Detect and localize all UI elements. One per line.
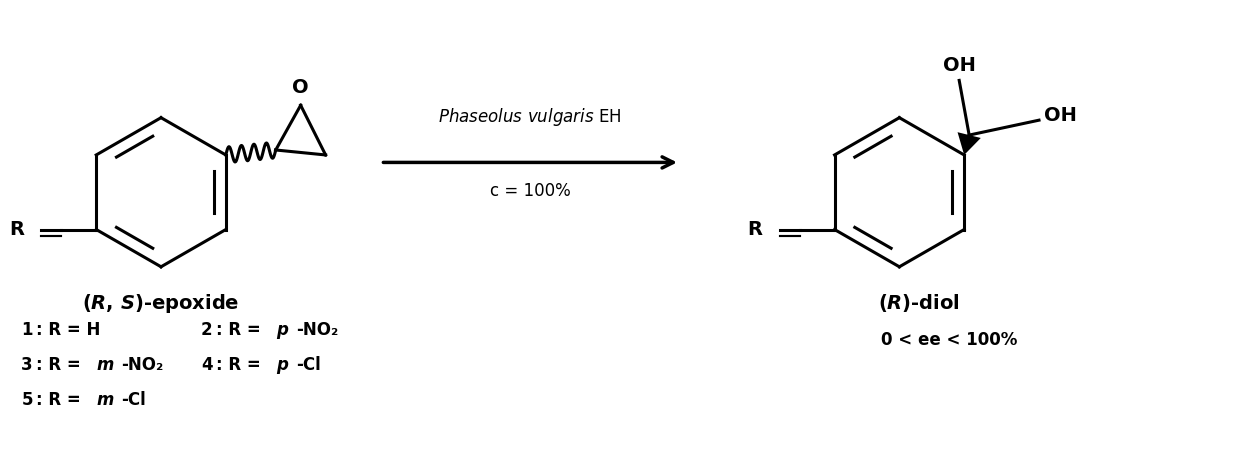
Text: -Cl: -Cl xyxy=(295,356,320,374)
Text: : R = H: : R = H xyxy=(36,322,100,340)
Text: 0 < ee < 100%: 0 < ee < 100% xyxy=(882,331,1018,349)
Text: -NO₂: -NO₂ xyxy=(295,322,339,340)
Text: O: O xyxy=(293,78,309,97)
Text: c = 100%: c = 100% xyxy=(490,182,570,201)
Text: -Cl: -Cl xyxy=(122,391,146,409)
Text: ($\bfit{R}$, $\bfit{S}$)-epoxide: ($\bfit{R}$, $\bfit{S}$)-epoxide xyxy=(82,292,239,315)
Text: 4: 4 xyxy=(201,356,212,374)
Text: : R =: : R = xyxy=(36,391,87,409)
Text: 2: 2 xyxy=(201,322,212,340)
Text: R: R xyxy=(748,220,763,239)
Polygon shape xyxy=(957,132,981,155)
Text: ($\bfit{R}$)-diol: ($\bfit{R}$)-diol xyxy=(878,292,960,314)
Text: : R =: : R = xyxy=(216,356,267,374)
Text: 5: 5 xyxy=(21,391,32,409)
Text: 3: 3 xyxy=(21,356,33,374)
Text: OH: OH xyxy=(1044,106,1076,125)
Text: OH: OH xyxy=(942,56,976,75)
Text: R: R xyxy=(10,220,25,239)
Text: p: p xyxy=(275,322,288,340)
Text: $\it{Phaseolus\ vulgaris}$ EH: $\it{Phaseolus\ vulgaris}$ EH xyxy=(439,106,622,128)
Text: m: m xyxy=(97,391,114,409)
Text: -NO₂: -NO₂ xyxy=(122,356,164,374)
Text: : R =: : R = xyxy=(216,322,267,340)
Text: m: m xyxy=(97,356,114,374)
Text: p: p xyxy=(275,356,288,374)
Text: 1: 1 xyxy=(21,322,32,340)
Text: : R =: : R = xyxy=(36,356,87,374)
